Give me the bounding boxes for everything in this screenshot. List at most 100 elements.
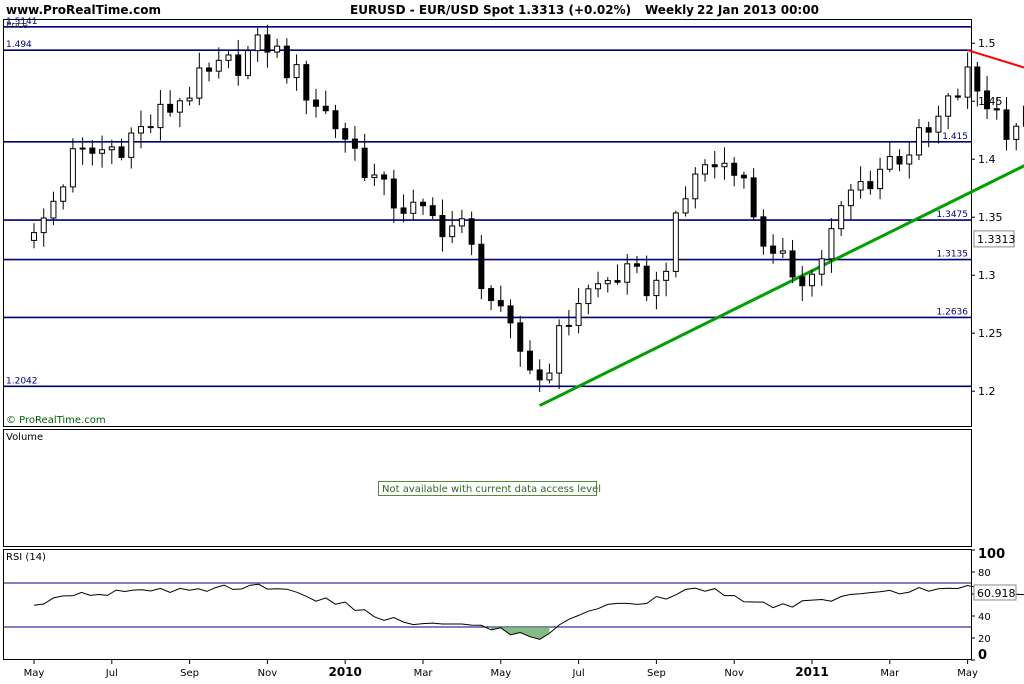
candle-body [936,116,941,132]
price-panel-label: Price [6,21,28,31]
candle-body [333,111,338,129]
level-label: 1.2636 [937,307,969,317]
time-tick-label: Nov [724,668,744,679]
candle-body [771,246,776,253]
rsi-tick-label: 40 [978,612,991,623]
candle-body [557,326,562,373]
candle-body [625,264,630,282]
candle-body [119,147,124,158]
candle-body [858,182,863,190]
candle-body [382,175,387,179]
candle-body [284,46,289,77]
candle-body [839,206,844,229]
candle-body [547,373,552,380]
candle-body [80,148,85,149]
candle-body [411,202,416,213]
candle-body [819,259,824,274]
candle-body [32,233,37,241]
time-tick-label: Sep [180,668,199,679]
time-tick-label: 2011 [795,665,828,679]
candle-body [693,174,698,199]
candle-body [537,370,542,380]
candle-body [498,301,503,306]
candle-body [508,306,513,323]
level-label: 1.415 [942,132,968,142]
candle-body [489,289,494,301]
candle-body [100,150,105,154]
not-available-message: Not available with current data access l… [382,484,601,495]
candle-body [683,199,688,213]
price-tick-label: 1.3 [978,269,996,282]
candle-body [216,60,221,71]
time-tick-label: 2010 [328,665,361,679]
price-tick-label: 1.25 [978,327,1003,340]
candle-body [654,280,659,295]
candle-body [800,277,805,286]
candle-body [596,284,601,289]
candle-body [703,165,708,174]
candle-body [236,55,241,75]
candle-body [897,157,902,164]
candle-body [615,281,620,283]
rsi-last-tag: 60.918 [974,585,1016,600]
candle-body [566,325,571,326]
candle-body [158,104,163,127]
time-tick-label: May [957,668,978,679]
site-name[interactable]: www.ProRealTime.com [6,3,161,17]
trendlines [540,50,1024,405]
rsi-panel[interactable] [4,550,972,660]
candle-body [878,169,883,188]
candle-body [751,178,756,217]
candle-body [138,127,143,133]
candle-body [421,202,426,205]
candle-body [314,100,319,106]
candle-body [975,67,980,91]
candle-body [741,175,746,178]
rsi-oversold-area [491,627,549,639]
candle-body [265,35,270,52]
time-tick-label: Mar [880,668,900,679]
candle-body [926,128,931,132]
candle-body [994,109,999,110]
candle-body [761,217,766,246]
rsi-oversold-fill [491,627,549,639]
candle-body [955,96,960,97]
candle-body [605,281,610,284]
candle-body [41,218,46,233]
candle-body [946,96,951,116]
candle-body [887,157,892,170]
candle-body [722,163,727,166]
last-price-tag: 1.3313 [974,231,1016,247]
candle-body [780,251,785,253]
candle-body [459,219,464,226]
candle-body [197,68,202,98]
candle-body [644,266,649,295]
time-tick-label: May [490,668,511,679]
price-panel[interactable] [4,20,972,427]
candle-body [207,68,212,71]
rsi-tick-label: 20 [978,634,991,645]
candle-body [1014,126,1019,139]
candle-body [518,323,523,351]
candle-body [109,147,114,150]
time-tick-label: Jul [572,668,585,679]
time-tick-label: May [24,668,45,679]
symbol-title: EURUSD - EUR/USD Spot [350,3,514,17]
volume-panel-label: Volume [6,432,43,443]
level-label: 1.2042 [6,376,38,386]
rsi-levels [4,583,971,627]
candle-body [343,129,348,139]
price-tick-label: 1.5 [978,37,996,50]
last-price-value: 1.3313 [977,233,1016,246]
candle-body [401,208,406,213]
price-tick-label: 1.45 [978,95,1003,108]
period-label: Weekly [645,3,694,17]
candle-body [829,229,834,259]
last-price-change: 1.3313 (+0.02%) [518,3,631,17]
candle-body [391,179,396,208]
candle-body [294,65,299,78]
level-label: 1.3475 [937,210,969,220]
